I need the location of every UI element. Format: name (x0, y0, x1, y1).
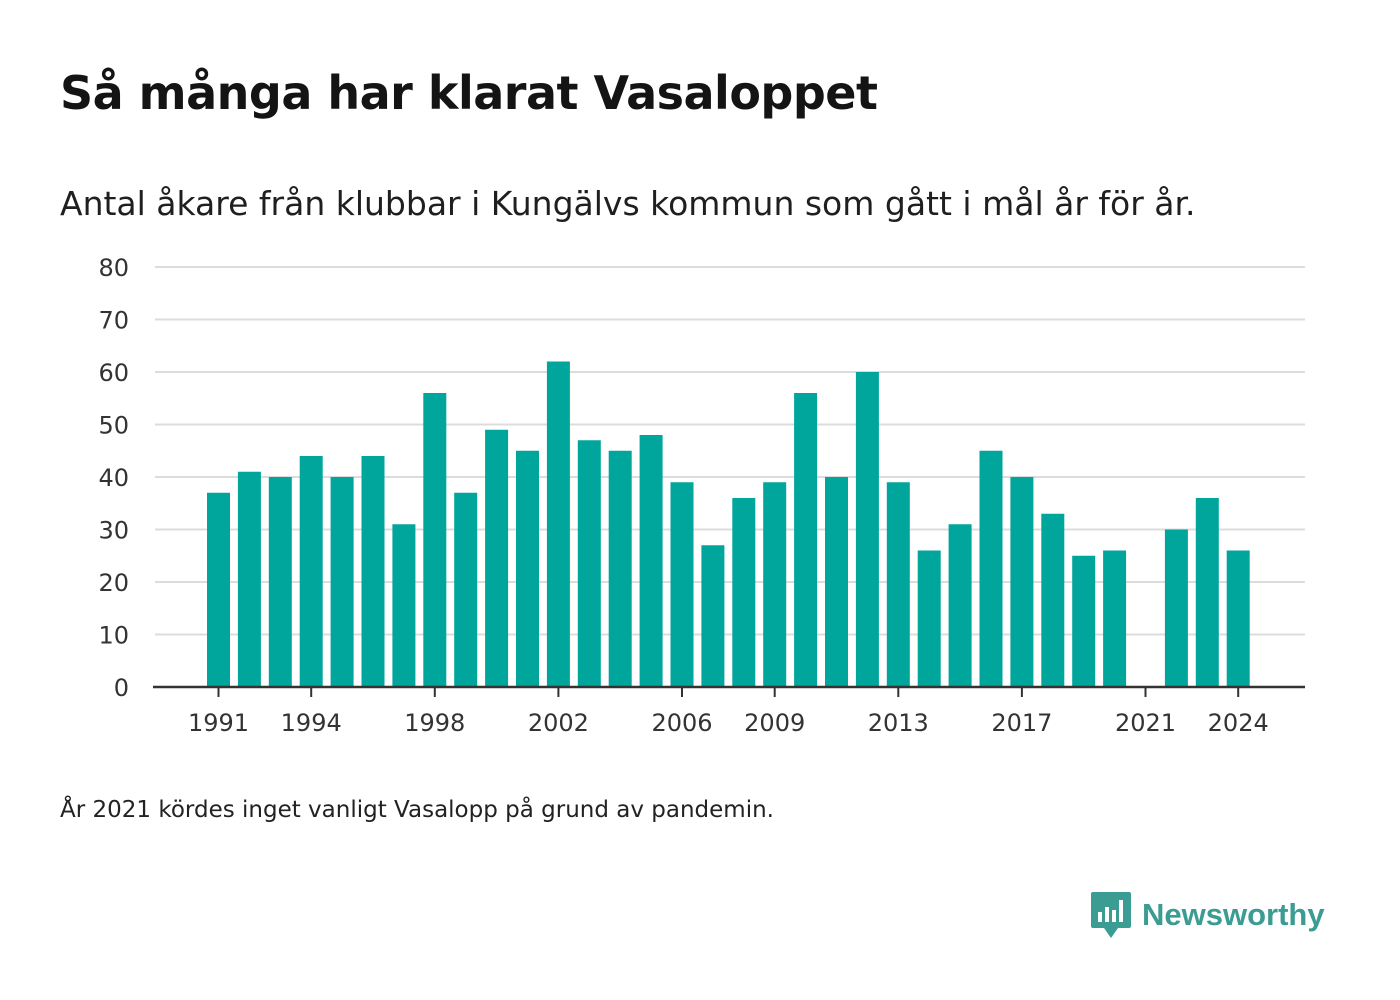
brand-name: Newsworthy (1142, 897, 1325, 932)
bar-chart: 0 10 20 30 40 50 60 70 80 1991 1994 1998 2002 2006 20… (98, 254, 1305, 737)
bar-2022 (1164, 529, 1188, 687)
x-tick-label: 2013 (868, 709, 929, 737)
bar-2006 (670, 482, 694, 687)
bar-2008 (732, 498, 756, 687)
chart-title: Så många har klarat Vasaloppet (60, 66, 878, 120)
bar-2019 (1072, 555, 1096, 687)
x-tick-label: 2006 (651, 709, 712, 737)
x-axis: 1991 1994 1998 2002 2006 2009 2013 2017 2021 2024 (153, 685, 1305, 737)
x-tick-label: 2017 (991, 709, 1052, 737)
bar-2001 (516, 450, 539, 687)
bar-1997 (392, 524, 416, 687)
bar-2009 (763, 482, 787, 687)
bar-2023 (1195, 498, 1219, 687)
bar-2005 (639, 435, 663, 687)
bar-2018 (1041, 513, 1065, 687)
bar-2011 (825, 477, 848, 687)
bar-2010 (794, 393, 818, 687)
bar-2015 (948, 524, 972, 687)
bar-2024 (1226, 550, 1250, 687)
bar-1998 (423, 393, 447, 687)
chart-subtitle: Antal åkare från klubbar i Kungälvs komm… (60, 184, 1196, 223)
y-tick-label: 70 (98, 307, 129, 335)
y-tick-label: 40 (98, 464, 129, 492)
bars (207, 361, 1250, 687)
x-tick-label: 1991 (188, 709, 249, 737)
bar-1994 (299, 456, 323, 687)
bar-1995 (330, 477, 354, 687)
y-tick-label: 80 (98, 254, 129, 282)
y-tick-label: 50 (98, 412, 129, 440)
y-axis-labels: 0 10 20 30 40 50 60 70 80 (98, 254, 129, 702)
bar-2017 (1010, 477, 1034, 687)
footnote: År 2021 kördes inget vanligt Vasalopp på… (60, 797, 774, 823)
x-tick-label: 1998 (404, 709, 465, 737)
bar-2013 (886, 482, 910, 687)
x-tick-label: 2009 (744, 709, 805, 737)
bar-1996 (361, 456, 385, 687)
bar-2012 (855, 372, 879, 687)
x-tick-label: 2021 (1115, 709, 1176, 737)
bar-2020 (1103, 550, 1127, 687)
bar-1993 (268, 477, 292, 687)
bar-2003 (577, 440, 601, 687)
gridlines (155, 266, 1305, 636)
bar-1991 (207, 492, 230, 687)
y-tick-label: 30 (98, 517, 129, 545)
newsworthy-logo-icon (1091, 892, 1131, 938)
bar-2004 (608, 450, 632, 687)
y-tick-label: 0 (114, 674, 129, 702)
x-tick-label: 2024 (1208, 709, 1269, 737)
bar-2002 (546, 361, 570, 687)
newsworthy-logo[interactable]: Newsworthy (1090, 890, 1325, 940)
bar-1999 (454, 492, 478, 687)
y-tick-label: 20 (98, 569, 129, 597)
bar-2016 (979, 450, 1003, 687)
bar-1992 (237, 471, 261, 687)
y-tick-label: 10 (98, 622, 129, 650)
bar-2014 (917, 550, 941, 687)
bar-2007 (701, 545, 725, 687)
x-tick-label: 2002 (528, 709, 589, 737)
x-tick-label: 1994 (281, 709, 342, 737)
bar-2000 (485, 429, 509, 687)
y-tick-label: 60 (98, 359, 129, 387)
